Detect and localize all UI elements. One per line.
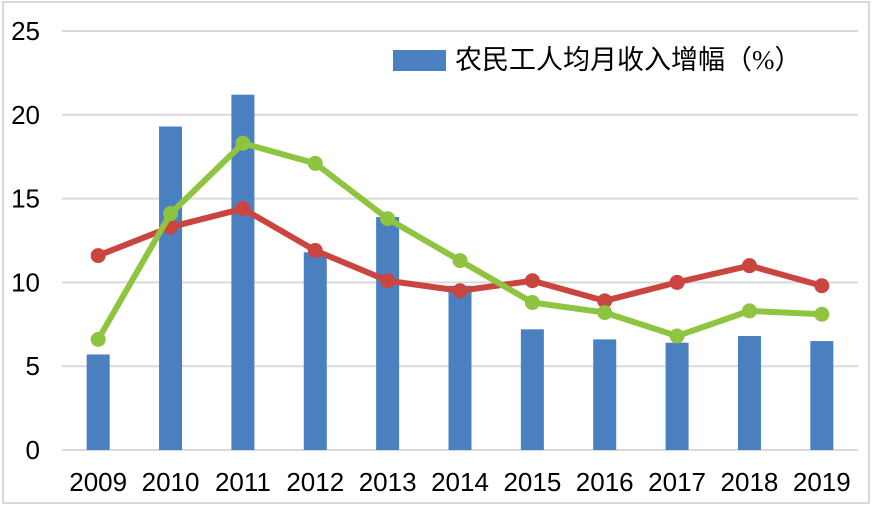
x-axis-label-2011: 2011 xyxy=(215,467,271,497)
y-axis-tick-label-10: 10 xyxy=(11,267,40,297)
unlabeled-red-line-marker-2018 xyxy=(741,258,757,274)
y-axis-tick-label-0: 0 xyxy=(26,435,40,465)
unlabeled-green-line-marker-2018 xyxy=(741,303,757,319)
unlabeled-green-line-marker-2014 xyxy=(452,253,468,269)
unlabeled-red-line-marker-2017 xyxy=(669,274,685,290)
unlabeled-red-line-marker-2014 xyxy=(452,283,468,299)
x-axis-label-2013: 2013 xyxy=(359,467,417,497)
bar-2014 xyxy=(448,285,472,450)
bar-2013 xyxy=(376,217,400,450)
unlabeled-red-line-marker-2012 xyxy=(307,243,323,259)
x-axis-label-2018: 2018 xyxy=(721,467,779,497)
bar-2009 xyxy=(86,354,110,450)
unlabeled-green-line-marker-2019 xyxy=(814,306,830,322)
unlabeled-green-line-marker-2015 xyxy=(524,295,540,311)
unlabeled-green-line-marker-2017 xyxy=(669,328,685,344)
unlabeled-green-line-marker-2016 xyxy=(597,305,613,321)
y-axis-tick-label-5: 5 xyxy=(26,351,40,381)
y-axis-tick-label-25: 25 xyxy=(11,16,40,46)
x-axis-label-2016: 2016 xyxy=(576,467,634,497)
chart-legend: 农民工人均月收入增幅（%） xyxy=(393,47,802,74)
x-axis-label-2014: 2014 xyxy=(431,467,489,497)
unlabeled-red-line-marker-2016 xyxy=(597,293,613,309)
unlabeled-green-line-marker-2013 xyxy=(380,211,396,227)
unlabeled-red-line-marker-2015 xyxy=(524,273,540,289)
unlabeled-green-line-marker-2012 xyxy=(307,155,323,171)
x-axis-label-2017: 2017 xyxy=(648,467,706,497)
bar-2012 xyxy=(303,252,327,450)
legend-swatch xyxy=(393,50,446,71)
x-axis-label-2015: 2015 xyxy=(503,467,561,497)
bar-2019 xyxy=(810,341,834,450)
unlabeled-green-line-marker-2011 xyxy=(235,135,251,151)
x-axis-label-2012: 2012 xyxy=(286,467,344,497)
unlabeled-red-line-marker-2009 xyxy=(90,248,106,264)
bar-2011 xyxy=(231,94,255,451)
bar-2018 xyxy=(737,336,761,450)
unlabeled-green-line-marker-2009 xyxy=(90,331,106,347)
unlabeled-red-line-marker-2013 xyxy=(380,273,396,289)
legend-label: 农民工人均月收入增幅（%） xyxy=(455,45,802,75)
unlabeled-green-line-marker-2010 xyxy=(163,206,179,222)
y-axis-tick-label-20: 20 xyxy=(11,100,40,130)
bar-2016 xyxy=(593,339,617,450)
bar-2015 xyxy=(520,329,544,450)
bar-2017 xyxy=(665,342,689,450)
x-axis-label-2010: 2010 xyxy=(142,467,200,497)
bar-2010 xyxy=(159,126,183,451)
unlabeled-red-line-marker-2019 xyxy=(814,278,830,294)
unlabeled-red-line-marker-2011 xyxy=(235,201,251,217)
y-axis-tick-label-15: 15 xyxy=(11,184,40,214)
x-axis-label-2019: 2019 xyxy=(793,467,851,497)
x-axis-label-2009: 2009 xyxy=(69,467,127,497)
